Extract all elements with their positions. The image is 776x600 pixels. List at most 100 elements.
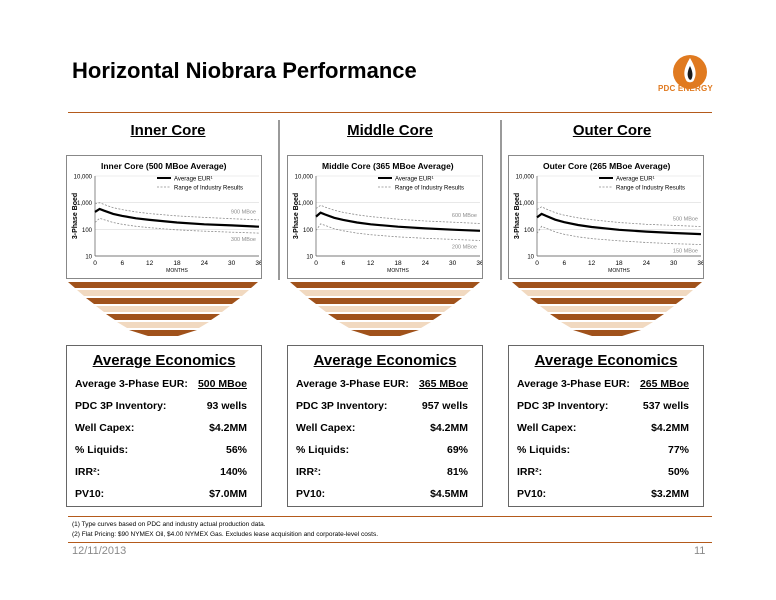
x-tick-label: 36 bbox=[697, 260, 703, 267]
economics-value: 77% bbox=[667, 444, 689, 456]
economics-value: $4.5MM bbox=[430, 488, 468, 500]
legend-label-average: Average EUR¹ bbox=[616, 177, 655, 183]
economics-value: 69% bbox=[446, 444, 468, 456]
column-heading-middle-core: Middle Core bbox=[347, 122, 433, 139]
range-series-line bbox=[94, 217, 260, 234]
x-tick-label: 12 bbox=[146, 260, 154, 267]
x-axis-label: MONTHS bbox=[608, 268, 630, 274]
economics-label: Average 3-Phase EUR: bbox=[296, 378, 409, 390]
funnel-chevron-icon bbox=[68, 282, 258, 336]
economics-label: PDC 3P Inventory: bbox=[517, 400, 609, 412]
annotation-lower-range: 200 MBoe bbox=[452, 245, 477, 251]
range-series-line bbox=[315, 204, 481, 224]
average-eur-series-line bbox=[94, 207, 260, 228]
x-tick-label: 18 bbox=[394, 260, 402, 267]
economics-label: Well Capex: bbox=[296, 422, 356, 434]
column-divider bbox=[278, 120, 280, 280]
y-axis-label: 3-Phase Boed bbox=[293, 193, 300, 239]
economics-value: 50% bbox=[667, 466, 689, 478]
legend-label-range: Range of Industry Results bbox=[395, 186, 464, 192]
economics-label: IRR²: bbox=[296, 466, 322, 478]
funnel-chevron-icon bbox=[512, 282, 702, 336]
economics-label: Well Capex: bbox=[517, 422, 577, 434]
x-axis-label: MONTHS bbox=[166, 268, 188, 274]
range-series-line bbox=[536, 225, 702, 245]
x-tick-label: 12 bbox=[367, 260, 375, 267]
economics-value: 140% bbox=[220, 466, 247, 478]
range-series-line bbox=[536, 206, 702, 227]
x-tick-label: 24 bbox=[643, 260, 651, 267]
y-tick-label: 10 bbox=[306, 255, 313, 261]
economics-value: 957 wells bbox=[421, 400, 468, 412]
logo-text: PDC ENERGY bbox=[658, 84, 713, 93]
x-tick-label: 12 bbox=[588, 260, 596, 267]
x-tick-label: 0 bbox=[93, 260, 97, 267]
average-eur-series-line bbox=[315, 211, 481, 232]
y-tick-label: 100 bbox=[524, 228, 535, 234]
legend-label-average: Average EUR¹ bbox=[395, 177, 434, 183]
economics-label: Well Capex: bbox=[75, 422, 135, 434]
x-tick-label: 36 bbox=[255, 260, 261, 267]
economics-value: 365 MBoe bbox=[418, 378, 468, 390]
y-axis-label: 3-Phase Boed bbox=[514, 193, 521, 239]
x-tick-label: 0 bbox=[535, 260, 539, 267]
annotation-upper-range: 600 MBoe bbox=[452, 213, 477, 219]
x-tick-label: 24 bbox=[201, 260, 209, 267]
x-tick-label: 18 bbox=[173, 260, 181, 267]
economics-label: Average 3-Phase EUR: bbox=[517, 378, 630, 390]
y-tick-label: 10,000 bbox=[74, 175, 93, 181]
annotation-upper-range: 900 MBoe bbox=[231, 209, 256, 215]
footnote-1: (1) Type curves based on PDC and industr… bbox=[72, 521, 266, 528]
economics-value: 537 wells bbox=[642, 400, 689, 412]
y-tick-label: 1,000 bbox=[298, 201, 314, 207]
y-tick-label: 1,000 bbox=[519, 201, 535, 207]
y-tick-label: 10,000 bbox=[516, 175, 535, 181]
x-tick-label: 30 bbox=[449, 260, 457, 267]
chart-svg: Inner Core (500 MBoe Average) 10 100 1,000 1… bbox=[72, 161, 261, 274]
column-divider bbox=[500, 120, 502, 280]
column-heading-inner-core: Inner Core bbox=[130, 122, 206, 139]
y-axis-label: 3-Phase Boed bbox=[72, 193, 79, 239]
funnel-chevron-icon bbox=[290, 282, 480, 336]
economics-value: $4.2MM bbox=[209, 422, 247, 434]
economics-label: % Liquids: bbox=[296, 444, 350, 456]
footnote-2: (2) Flat Pricing: $90 NYMEX Oil, $4.00 N… bbox=[72, 531, 378, 538]
type-curve-chart-outer: Outer Core (265 MBoe Average) 10 100 1,000 1… bbox=[508, 155, 704, 279]
economics-value: $7.0MM bbox=[209, 488, 247, 500]
chart-title: Inner Core (500 MBoe Average) bbox=[101, 161, 227, 171]
y-tick-label: 10,000 bbox=[295, 175, 314, 181]
economics-box-inner: Average Economics Average 3-Phase EUR: 50… bbox=[66, 345, 262, 507]
economics-label: % Liquids: bbox=[75, 444, 129, 456]
economics-value: 500 MBoe bbox=[197, 378, 247, 390]
type-curve-chart-middle: Middle Core (365 MBoe Average) 10 100 1,000… bbox=[287, 155, 483, 279]
legend-label-range: Range of Industry Results bbox=[616, 186, 685, 192]
legend-label-range: Range of Industry Results bbox=[174, 186, 243, 192]
economics-label: PDC 3P Inventory: bbox=[75, 400, 167, 412]
average-eur-series-line bbox=[536, 212, 702, 236]
column-heading-outer-core: Outer Core bbox=[572, 122, 652, 139]
economics-value: $4.2MM bbox=[651, 422, 689, 434]
annotation-upper-range: 500 MBoe bbox=[673, 216, 698, 222]
economics-heading: Average Economics bbox=[92, 352, 236, 369]
x-tick-label: 36 bbox=[476, 260, 482, 267]
chart-title: Middle Core (365 MBoe Average) bbox=[322, 161, 454, 171]
economics-label: PV10: bbox=[75, 488, 105, 500]
slide-date: 12/11/2013 bbox=[72, 545, 127, 557]
range-series-line bbox=[315, 223, 481, 241]
type-curve-chart-inner: Inner Core (500 MBoe Average) 10 100 1,000 1… bbox=[66, 155, 262, 279]
page-number: 11 bbox=[694, 545, 706, 557]
economics-label: PDC 3P Inventory: bbox=[296, 400, 388, 412]
economics-box-outer: Average Economics Average 3-Phase EUR: 26… bbox=[508, 345, 704, 507]
header-rule bbox=[68, 112, 712, 113]
annotation-lower-range: 150 MBoe bbox=[673, 248, 698, 254]
x-tick-label: 6 bbox=[563, 260, 567, 267]
chart-svg: Middle Core (365 MBoe Average) 10 100 1,000… bbox=[293, 161, 482, 274]
chart-svg: Outer Core (265 MBoe Average) 10 100 1,000 1… bbox=[514, 161, 703, 274]
economics-value: 81% bbox=[446, 466, 468, 478]
economics-label: PV10: bbox=[296, 488, 326, 500]
x-tick-label: 30 bbox=[670, 260, 678, 267]
economics-label: % Liquids: bbox=[517, 444, 571, 456]
economics-label: IRR²: bbox=[75, 466, 101, 478]
economics-label: IRR²: bbox=[517, 466, 543, 478]
footer-rule-bottom bbox=[68, 542, 712, 543]
